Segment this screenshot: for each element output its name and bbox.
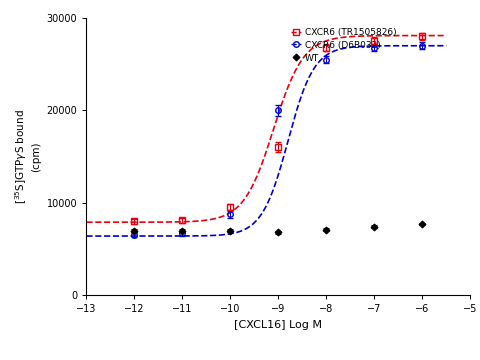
Y-axis label: $[^{35}$S$]$GTP$\gamma$S bound
(cpm): $[^{35}$S$]$GTP$\gamma$S bound (cpm) [13,109,41,204]
Legend: CXCR6 (TR1505826), CXCR6 (D6B032), WT: CXCR6 (TR1505826), CXCR6 (D6B032), WT [290,28,396,63]
X-axis label: [CXCL16] Log M: [CXCL16] Log M [234,320,323,330]
